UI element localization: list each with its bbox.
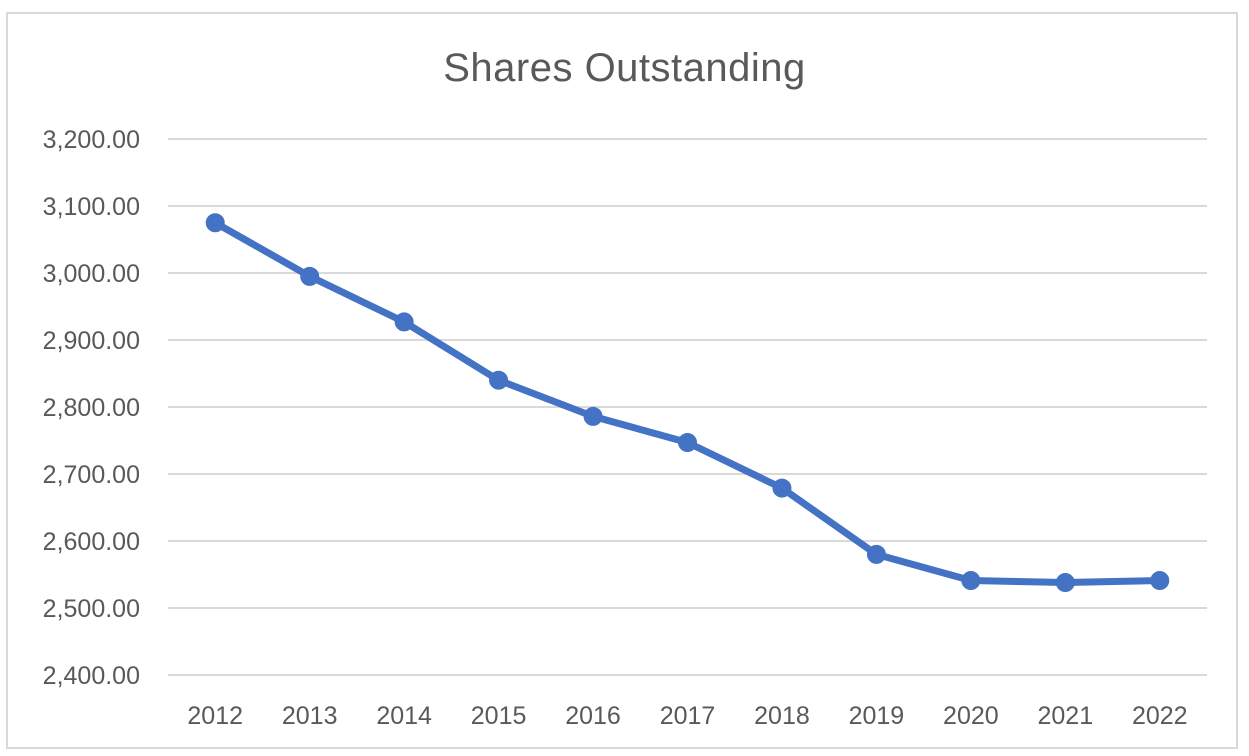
gridlines — [168, 138, 1207, 676]
x-axis-tick-labels: 2012 2013 2014 2015 2016 2017 2018 2019 2020 2021… — [187, 702, 1187, 730]
series-group — [205, 213, 1170, 593]
y-tick-label: 2,400.00 — [43, 662, 140, 690]
x-tick-label: 2022 — [1132, 702, 1188, 730]
y-tick-label: 3,100.00 — [43, 193, 140, 221]
y-tick-label: 2,900.00 — [43, 327, 140, 355]
data-point-marker — [961, 571, 981, 591]
data-point-marker — [678, 433, 697, 453]
y-axis-tick-labels: 2,400.00 2,500.00 2,600.00 2,700.00 2,800.00… — [43, 126, 140, 690]
x-tick-label: 2018 — [754, 702, 810, 730]
y-tick-label: 3,200.00 — [43, 126, 140, 154]
x-tick-label: 2017 — [660, 702, 716, 730]
x-tick-label: 2021 — [1038, 702, 1094, 730]
x-tick-label: 2016 — [565, 702, 621, 730]
x-tick-label: 2020 — [943, 702, 999, 730]
y-tick-label: 3,000.00 — [43, 260, 140, 288]
data-point-marker — [489, 370, 509, 390]
data-point-marker — [772, 478, 792, 498]
series-line — [211, 219, 1164, 586]
y-tick-label: 2,600.00 — [43, 528, 140, 556]
x-tick-label: 2013 — [282, 702, 338, 730]
y-tick-label: 2,800.00 — [43, 394, 140, 422]
x-tick-label: 2012 — [187, 702, 243, 730]
data-point-marker — [1055, 573, 1075, 593]
data-point-marker — [394, 312, 414, 332]
data-point-marker — [300, 266, 320, 286]
y-tick-label: 2,700.00 — [43, 461, 140, 489]
chart-title: Shares Outstanding — [443, 46, 806, 90]
chart-frame — [6, 12, 1238, 749]
data-point-marker — [205, 213, 225, 233]
data-point-marker — [866, 544, 886, 564]
x-tick-label: 2014 — [376, 702, 432, 730]
x-tick-label: 2015 — [471, 702, 527, 730]
x-tick-label: 2019 — [849, 702, 905, 730]
data-point-marker — [1150, 571, 1170, 591]
data-point-marker — [583, 406, 603, 426]
y-tick-label: 2,500.00 — [43, 595, 140, 623]
